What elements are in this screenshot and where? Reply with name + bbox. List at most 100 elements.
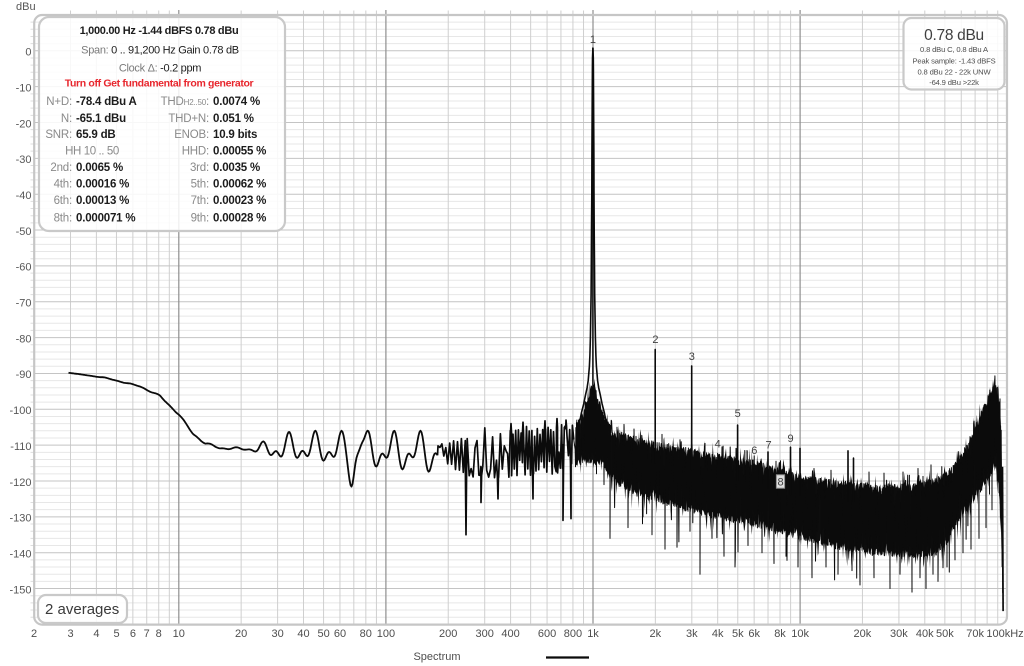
svg-text:-30: -30 [16,154,32,166]
svg-text:N:: N: [61,113,72,125]
svg-text:6k: 6k [748,628,760,640]
svg-text:6th:: 6th: [54,195,72,207]
svg-text:SNR:: SNR: [45,129,72,141]
svg-text:-78.4 dBu A: -78.4 dBu A [76,96,137,108]
svg-text:-65.1 dBu: -65.1 dBu [76,113,126,125]
svg-text:10: 10 [173,628,185,640]
svg-text:5: 5 [735,408,741,420]
svg-text:HHD:: HHD: [182,146,209,158]
svg-text:0.00028 %: 0.00028 % [213,213,266,225]
svg-text:0.0074 %: 0.0074 % [213,96,260,108]
svg-text:0.00016 %: 0.00016 % [76,179,129,191]
svg-text:40: 40 [297,628,309,640]
svg-text:80: 80 [360,628,372,640]
svg-text:THD+N:: THD+N: [168,113,209,125]
svg-text:-64.9 dBu >22k: -64.9 dBu >22k [929,78,979,87]
svg-text:0.8 dBu C, 0.8 dBu A: 0.8 dBu C, 0.8 dBu A [920,45,989,54]
svg-text:-20: -20 [16,118,32,130]
svg-text:3: 3 [67,628,73,640]
svg-text:1,000.00 Hz -1.44 dBFS 0.78: 1,000.00 Hz -1.44 dBFS 0.78 dBu [80,25,239,37]
svg-text:30k: 30k [890,628,908,640]
svg-text:-80: -80 [16,333,32,345]
svg-text:2 averages: 2 averages [45,601,119,618]
svg-text:3rd:: 3rd: [190,162,209,174]
svg-text:6: 6 [751,445,757,457]
svg-text:200: 200 [439,628,457,640]
svg-text:60: 60 [334,628,346,640]
svg-text:Spectrum: Spectrum [413,651,460,663]
svg-text:50k: 50k [936,628,954,640]
svg-text:3k: 3k [686,628,698,640]
svg-text:5: 5 [113,628,119,640]
svg-text:10k: 10k [791,628,809,640]
svg-text:THDH2..50:: THDH2..50: [161,96,209,108]
svg-text:1: 1 [590,34,596,46]
svg-text:-10: -10 [16,83,32,95]
svg-text:dBu: dBu [16,1,36,13]
svg-text:6: 6 [130,628,136,640]
svg-text:9th:: 9th: [191,213,209,225]
svg-text:10.9 bits: 10.9 bits [213,129,257,141]
svg-text:-90: -90 [16,369,32,381]
svg-text:8: 8 [156,628,162,640]
svg-text:2k: 2k [649,628,661,640]
svg-text:2: 2 [652,334,658,346]
svg-text:Span: 0 .. 91,200 Hz Gain 0.: Span: 0 .. 91,200 Hz Gain 0.78 dB [81,45,239,57]
svg-text:3: 3 [689,351,695,363]
svg-text:N+D:: N+D: [46,96,72,108]
svg-text:0: 0 [25,47,31,59]
svg-text:Turn off Get fundamental from: Turn off Get fundamental from generator [65,78,254,90]
svg-text:7: 7 [765,440,771,452]
svg-text:0.0035 %: 0.0035 % [213,162,260,174]
svg-text:-40: -40 [16,190,32,202]
svg-text:20k: 20k [854,628,872,640]
svg-text:Clock Δ: -0.2 ppm: Clock Δ: -0.2 ppm [119,63,201,75]
svg-text:-140: -140 [9,549,31,561]
svg-text:8: 8 [778,476,784,488]
svg-text:2nd:: 2nd: [50,162,72,174]
svg-text:7th:: 7th: [191,195,209,207]
svg-text:20: 20 [235,628,247,640]
svg-text:-100: -100 [9,405,31,417]
svg-text:9: 9 [788,433,794,445]
svg-text:-70: -70 [16,298,32,310]
svg-text:ENOB:: ENOB: [174,129,209,141]
svg-text:70k: 70k [966,628,984,640]
svg-text:4th:: 4th: [54,179,72,191]
svg-text:300: 300 [476,628,494,640]
svg-text:8k: 8k [774,628,786,640]
svg-text:1k: 1k [587,628,599,640]
svg-text:4: 4 [93,628,99,640]
svg-text:100: 100 [377,628,395,640]
svg-text:65.9 dB: 65.9 dB [76,129,116,141]
svg-text:Peak sample: -1.43 dBFS: Peak sample: -1.43 dBFS [912,57,995,66]
svg-text:0.051 %: 0.051 % [213,113,254,125]
svg-text:4: 4 [715,439,721,451]
svg-text:-50: -50 [16,226,32,238]
svg-text:0.0065 %: 0.0065 % [76,162,123,174]
svg-text:5th:: 5th: [191,179,209,191]
svg-text:0.000071 %: 0.000071 % [76,213,135,225]
svg-text:50: 50 [317,628,329,640]
svg-text:40k: 40k [916,628,934,640]
svg-text:7: 7 [144,628,150,640]
svg-text:800: 800 [564,628,582,640]
svg-text:8th:: 8th: [54,213,72,225]
svg-text:100kHz: 100kHz [986,628,1023,640]
svg-text:0.00055 %: 0.00055 % [213,146,266,158]
svg-text:-130: -130 [9,513,31,525]
svg-text:600: 600 [538,628,556,640]
svg-text:0.00023 %: 0.00023 % [213,195,266,207]
svg-text:0.00013 %: 0.00013 % [76,195,129,207]
svg-text:4k: 4k [712,628,724,640]
svg-text:-150: -150 [9,584,31,596]
svg-text:-60: -60 [16,262,32,274]
svg-text:5k: 5k [732,628,744,640]
svg-text:HH 10 .. 50: HH 10 .. 50 [65,146,119,158]
svg-text:-120: -120 [9,477,31,489]
svg-text:2: 2 [31,628,37,640]
svg-text:400: 400 [501,628,519,640]
svg-text:0.78 dBu: 0.78 dBu [924,27,984,44]
svg-text:30: 30 [271,628,283,640]
svg-text:0.00062 %: 0.00062 % [213,179,266,191]
